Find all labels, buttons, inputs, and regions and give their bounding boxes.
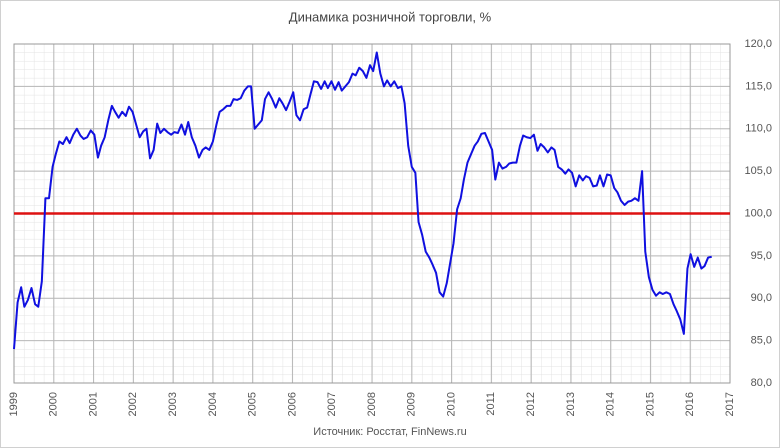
x-tick-label: 2017 — [724, 392, 736, 416]
x-tick-label: 2011 — [485, 392, 497, 416]
x-tick-label: 2004 — [207, 392, 219, 416]
x-tick-label: 2001 — [87, 392, 99, 416]
x-tick-label: 2008 — [366, 392, 378, 416]
y-tick-label: 95,0 — [751, 250, 772, 262]
x-tick-label: 2000 — [48, 392, 60, 416]
y-tick-label: 80,0 — [751, 377, 772, 389]
x-tick-label: 2006 — [286, 392, 298, 416]
x-tick-label: 2012 — [525, 392, 537, 416]
x-tick-label: 2005 — [247, 392, 259, 416]
y-tick-label: 120,0 — [744, 38, 772, 50]
x-tick-label: 2014 — [605, 392, 617, 416]
source: Источник: Росстат, FinNews.ru — [313, 426, 466, 438]
chart-title: Динамика розничной торговли, % — [289, 9, 492, 24]
y-tick-label: 105,0 — [744, 165, 772, 177]
y-tick-label: 100,0 — [744, 207, 772, 219]
x-tick-label: 2009 — [406, 392, 418, 416]
x-tick-label: 2015 — [644, 392, 656, 416]
x-tick-label: 2007 — [326, 392, 338, 416]
x-tick-label: 2010 — [445, 392, 457, 416]
y-tick-label: 85,0 — [751, 335, 772, 347]
y-tick-label: 115,0 — [745, 80, 772, 92]
data-line — [13, 51, 712, 350]
y-tick-label: 110,0 — [745, 123, 772, 135]
y-tick-label: 90,0 — [751, 292, 772, 304]
x-tick-label: 1999 — [8, 392, 20, 416]
x-tick-label: 2016 — [684, 392, 696, 416]
x-tick-label: 2003 — [167, 392, 179, 416]
x-tick-label: 2013 — [565, 392, 577, 416]
x-tick-label: 2002 — [127, 392, 139, 416]
